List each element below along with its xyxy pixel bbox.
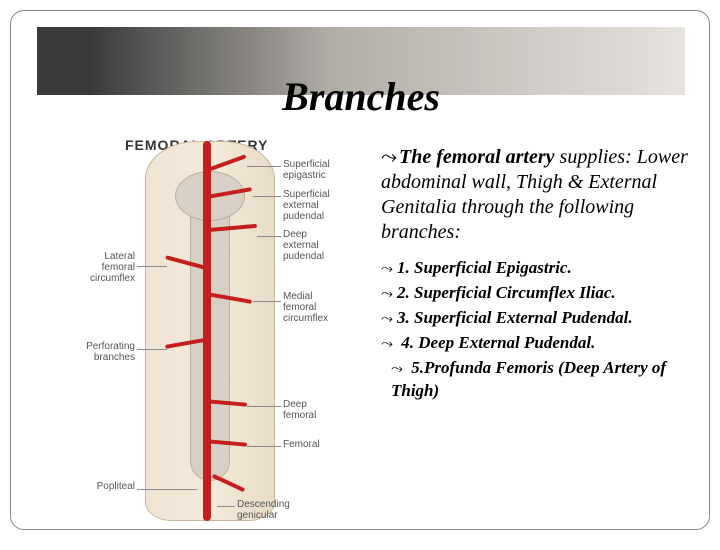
- leader-line: [217, 506, 235, 507]
- branch-text: 1. Superficial Epigastric.: [397, 258, 572, 277]
- intro-lead: The femoral artery: [399, 146, 555, 168]
- bullet-icon: ⤳: [381, 334, 397, 354]
- branch-text: 5.Profunda Femoris (Deep Artery of Thigh…: [391, 358, 666, 400]
- branch-text: 3. Superficial External Pudendal.: [397, 308, 633, 327]
- content-area: FEMORAL ARTERY Superficialepiga: [25, 141, 695, 515]
- branch-item-3: ⤳3. Superficial External Pudendal.: [381, 307, 695, 330]
- branch-item-4: ⤳ 4. Deep External Pudendal.: [381, 332, 695, 355]
- leader-line: [257, 236, 281, 237]
- branch-item-5: ⤳ 5.Profunda Femoris (Deep Artery of Thi…: [381, 357, 695, 403]
- text-column: ⤳The femoral artery supplies: Lower abdo…: [377, 141, 695, 515]
- diagram-label-perforating: Perforatingbranches: [25, 341, 135, 363]
- bullet-icon: ⤳: [391, 359, 407, 379]
- leader-line: [253, 301, 281, 302]
- diagram-label-sup-ext-pudendal: Superficialexternalpudendal: [283, 189, 363, 222]
- branch-item-2: ⤳2. Superficial Circumflex Iliac.: [381, 282, 695, 305]
- branch-item-1: ⤳1. Superficial Epigastric.: [381, 257, 695, 280]
- bullet-icon: ⤳: [381, 309, 397, 329]
- leader-line: [137, 266, 167, 267]
- diagram-label-sup-epigastric: Superficialepigastric: [283, 159, 363, 181]
- bullet-icon: ⤳: [381, 284, 397, 304]
- leader-line: [137, 349, 167, 350]
- diagram-label-lat-fem-circumflex: Lateralfemoralcircumflex: [25, 251, 135, 284]
- diagram-label-popliteal: Popliteal: [25, 481, 135, 492]
- diagram-label-desc-genicular: Descendinggenicular: [237, 499, 317, 521]
- intro-paragraph: ⤳The femoral artery supplies: Lower abdo…: [381, 145, 695, 245]
- diagram-label-med-fem-circumflex: Medialfemoralcircumflex: [283, 291, 363, 324]
- bullet-icon: ⤳: [381, 145, 399, 170]
- femoral-artery-diagram: FEMORAL ARTERY Superficialepiga: [25, 141, 377, 521]
- leader-line: [247, 446, 281, 447]
- diagram-label-deep-femoral: Deepfemoral: [283, 399, 363, 421]
- leader-line: [247, 166, 281, 167]
- bullet-icon: ⤳: [381, 259, 397, 279]
- leader-line: [253, 196, 281, 197]
- leader-line: [137, 489, 197, 490]
- branch-text: 2. Superficial Circumflex Iliac.: [397, 283, 616, 302]
- slide-frame: Branches FEMORAL ARTERY: [10, 10, 710, 530]
- slide-title: Branches: [11, 73, 711, 120]
- leader-line: [247, 406, 281, 407]
- diagram-label-femoral: Femoral: [283, 439, 363, 450]
- diagram-label-deep-ext-pudendal: Deepexternalpudendal: [283, 229, 363, 262]
- branch-text: 4. Deep External Pudendal.: [397, 333, 595, 352]
